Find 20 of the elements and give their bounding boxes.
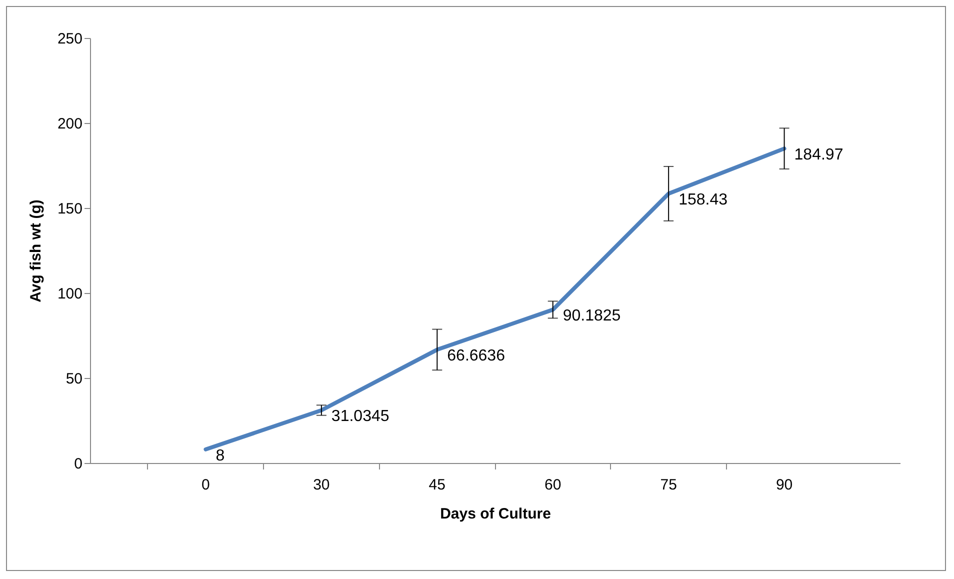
x-tick-label: 30 [313, 476, 330, 494]
y-axis-title: Avg fish wt (g) [27, 200, 44, 302]
y-tick-label: 100 [57, 286, 82, 302]
x-tick-label: 45 [428, 476, 446, 494]
data-label: 158.43 [678, 192, 728, 209]
data-label: 66.6636 [447, 348, 506, 365]
data-label: 90.1825 [562, 308, 621, 325]
data-label: 184.97 [794, 146, 844, 164]
x-tick-label: 75 [660, 476, 677, 494]
x-axis-title: Days of Culture [440, 506, 551, 522]
x-tick-label: 0 [202, 476, 210, 494]
y-tick-label: 0 [74, 456, 82, 472]
y-tick-label: 50 [66, 370, 82, 388]
y-tick-label: 150 [57, 200, 82, 218]
y-tick-label: 200 [57, 116, 82, 132]
x-tick-label: 60 [544, 476, 562, 494]
data-label: 31.0345 [331, 408, 390, 426]
y-tick-label: 250 [57, 30, 82, 48]
x-tick-label: 90 [776, 476, 793, 494]
data-label: 8 [216, 447, 225, 464]
